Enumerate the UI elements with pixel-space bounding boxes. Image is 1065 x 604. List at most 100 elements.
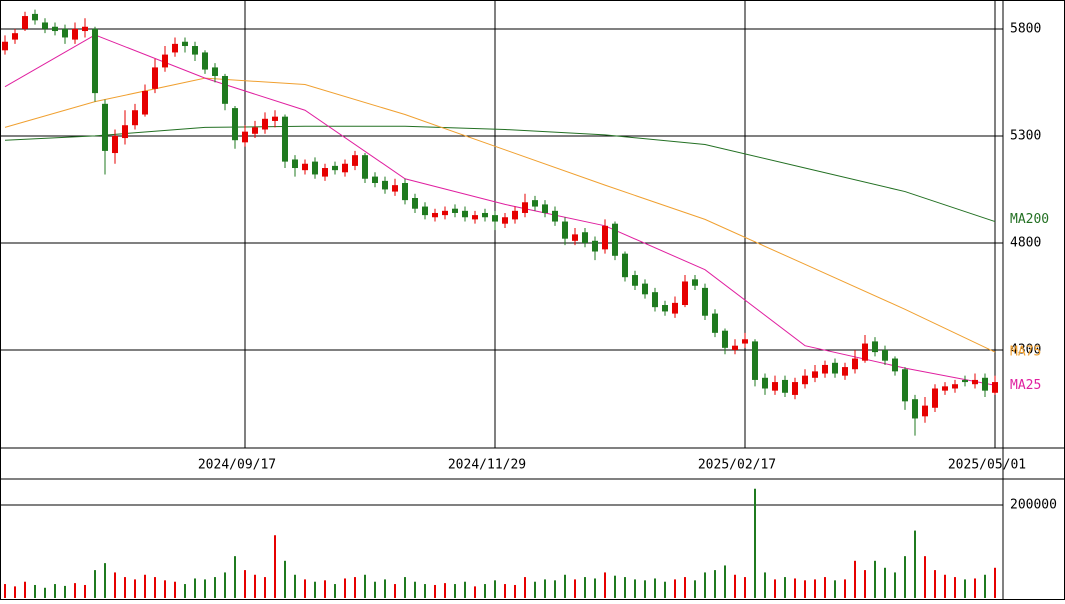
candle-body	[992, 382, 998, 393]
volume-bar	[484, 584, 486, 598]
candle-body	[652, 292, 658, 308]
volume-bar	[824, 577, 826, 598]
volume-bar	[714, 570, 716, 598]
candle-body	[742, 339, 748, 344]
candle-body	[522, 202, 528, 213]
candle-body	[942, 386, 948, 391]
candle-body	[732, 345, 738, 350]
y-tick-label: 5800	[1010, 21, 1041, 36]
candle-body	[462, 210, 468, 218]
candle-body	[192, 46, 198, 55]
ma-line	[4, 77, 996, 353]
volume-bar	[754, 488, 756, 598]
ma-line	[4, 34, 996, 386]
candle-body	[582, 232, 588, 243]
volume-bar	[894, 572, 896, 598]
candle-body	[162, 54, 168, 68]
candle-body	[572, 234, 578, 241]
candle-body	[272, 116, 278, 121]
candle-body	[622, 253, 628, 278]
candle-body	[182, 41, 188, 47]
volume-bar	[264, 577, 266, 598]
candle-body	[222, 75, 228, 104]
volume-bar	[584, 577, 586, 598]
candle-body	[672, 302, 678, 314]
volume-bar	[374, 581, 376, 598]
volume-bar	[424, 584, 426, 598]
y-tick-label: 4800	[1010, 235, 1041, 250]
candle-body	[172, 43, 178, 53]
volume-bar	[564, 574, 566, 598]
candle-body	[472, 215, 478, 220]
volume-bar	[994, 567, 996, 598]
volume-bar	[14, 586, 16, 598]
candle-body	[12, 33, 18, 40]
volume-bar	[344, 578, 346, 598]
candle-body	[932, 388, 938, 408]
candle-body	[202, 52, 208, 70]
candle-body	[332, 165, 338, 171]
candle-body	[712, 313, 718, 333]
volume-bar	[694, 580, 696, 598]
x-tick-label: 2025/05/01	[948, 458, 1026, 473]
volume-bar	[124, 577, 126, 598]
candle-body	[312, 161, 318, 175]
volume-bar	[744, 577, 746, 598]
volume-bar	[384, 579, 386, 598]
candle-body	[782, 379, 788, 393]
volume-bar	[724, 565, 726, 598]
volume-bar	[834, 580, 836, 598]
candle-body	[212, 67, 218, 76]
volume-bar	[174, 581, 176, 598]
candle-body	[762, 377, 768, 389]
candle-body	[552, 210, 558, 222]
candle-body	[602, 225, 608, 250]
volume-bar	[304, 579, 306, 598]
candle-body	[142, 90, 148, 115]
candle-body	[822, 364, 828, 374]
volume-bar	[44, 587, 46, 598]
volume-bar	[654, 578, 656, 598]
candle-body	[772, 382, 778, 391]
candle-body	[382, 180, 388, 190]
volume-bar	[794, 578, 796, 598]
volume-bar	[684, 577, 686, 598]
candle-body	[972, 379, 978, 385]
candle-body	[722, 330, 728, 348]
candle-body	[432, 212, 438, 218]
volume-bar	[64, 585, 66, 598]
y-tick-label: 200000	[1010, 498, 1057, 513]
volume-bar	[764, 572, 766, 598]
volume-bar	[634, 579, 636, 598]
candle-body	[442, 210, 448, 216]
candle-body	[32, 13, 38, 21]
candle-body	[412, 197, 418, 209]
volume-bar	[404, 577, 406, 598]
candle-body	[882, 349, 888, 361]
candle-body	[122, 125, 128, 139]
volume-bar	[104, 563, 106, 598]
volume-bar	[224, 572, 226, 598]
candle-body	[832, 362, 838, 374]
volume-bar	[94, 570, 96, 598]
volume-bar	[184, 584, 186, 598]
volume-bar	[964, 579, 966, 598]
candle-body	[912, 399, 918, 419]
candle-body	[102, 103, 108, 151]
candle-body	[642, 283, 648, 295]
volume-bar	[704, 572, 706, 598]
volume-bar	[164, 580, 166, 598]
candle-body	[812, 371, 818, 378]
candle-body	[22, 16, 28, 29]
volume-bar	[614, 575, 616, 598]
candle-body	[42, 22, 48, 29]
volume-bar	[604, 572, 606, 598]
volume-bar	[914, 530, 916, 598]
candle-body	[502, 217, 508, 224]
candle-body	[152, 67, 158, 89]
candle-body	[242, 131, 248, 143]
volume-bar	[444, 583, 446, 598]
candle-body	[262, 118, 268, 130]
legend-label: MA75	[1010, 345, 1041, 360]
volume-bar	[134, 579, 136, 598]
